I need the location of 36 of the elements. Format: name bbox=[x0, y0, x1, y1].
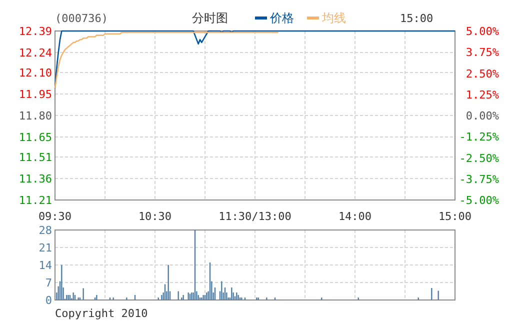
legend-label: 价格 bbox=[269, 11, 294, 25]
x-tick-label: 15:00 bbox=[438, 210, 472, 223]
y-tick-label: 21 bbox=[38, 242, 52, 254]
y-tick-label: 28 bbox=[38, 224, 52, 237]
y2-tick-label: -2.50% bbox=[459, 152, 500, 165]
y2-tick-label: 2.50% bbox=[466, 67, 500, 80]
y2-tick-label: -1.25% bbox=[459, 130, 500, 144]
y-tick-label: 12.10 bbox=[18, 66, 52, 80]
x-tick-label: 11:30/13:00 bbox=[218, 210, 292, 223]
y2-tick-label: 5.00% bbox=[466, 25, 500, 38]
text: 15:00 bbox=[400, 12, 434, 25]
y-tick-label: 11.51 bbox=[18, 151, 52, 164]
y2-tick-label: 0.00% bbox=[466, 110, 500, 122]
chart-subtitle: (000736) bbox=[55, 12, 108, 25]
y2-tick-label: -5.00% bbox=[459, 194, 500, 207]
line-series bbox=[54, 32, 279, 89]
y-tick-label: 0 bbox=[45, 294, 52, 307]
x-tick-label: 10:30 bbox=[138, 210, 172, 223]
y-tick-label: 11.36 bbox=[18, 172, 52, 186]
text: Copyright 2010 bbox=[55, 307, 148, 320]
y-tick-label: 14 bbox=[38, 259, 52, 272]
y2-tick-label: -3.75% bbox=[459, 172, 500, 186]
y2-tick-label: 1.25% bbox=[466, 88, 500, 102]
line-series bbox=[54, 30, 456, 89]
x-tick-label: 09:30 bbox=[38, 210, 72, 223]
y-tick-label: 11.21 bbox=[18, 194, 52, 207]
y-tick-label: 11.65 bbox=[18, 130, 52, 144]
y-tick-label: 11.80 bbox=[18, 110, 52, 122]
y-tick-label: 7 bbox=[45, 276, 52, 290]
y2-tick-label: 3.75% bbox=[466, 46, 500, 60]
y-tick-label: 12.39 bbox=[18, 25, 52, 38]
chart-title: 分时图 bbox=[192, 11, 228, 25]
y-tick-label: 11.95 bbox=[18, 88, 52, 102]
x-tick-label: 14:00 bbox=[338, 210, 372, 223]
y-tick-label: 12.24 bbox=[18, 46, 52, 60]
legend-label: 均线 bbox=[321, 11, 346, 25]
